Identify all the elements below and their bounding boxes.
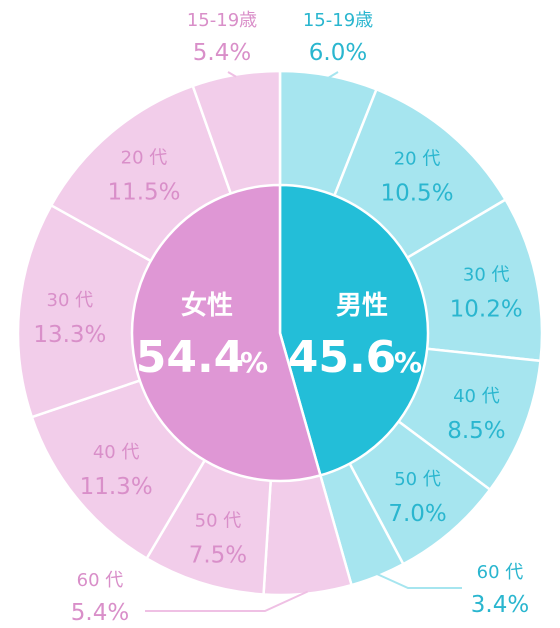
inner-male-name: 男性 [336, 291, 388, 321]
outer-label-female-15-value: 5.4% [193, 40, 251, 66]
outer-label-female-40-category: 40 代 [93, 442, 140, 463]
outer-label-male-15-value: 6.0% [309, 40, 367, 66]
outer-label-male-60-value: 3.4% [471, 592, 529, 618]
inner-pie [130, 183, 430, 483]
leader-line-male-15 [328, 71, 339, 79]
outer-label-female-60-category: 60 代 [77, 570, 124, 591]
outer-label-male-20-value: 10.5% [380, 181, 453, 207]
inner-slice-male [278, 183, 430, 477]
leader-line-female-15 [227, 71, 237, 78]
outer-label-male-30-value: 10.2% [450, 296, 523, 322]
outer-label-female-20-category: 20 代 [121, 148, 168, 169]
leader-line-male-60 [376, 573, 462, 589]
outer-label-female-20-value: 11.5% [107, 180, 180, 206]
leader-lines [145, 71, 462, 612]
outer-label-male-60-category: 60 代 [477, 562, 524, 583]
inner-female-value: 54.4 [136, 332, 245, 383]
leader-line-female-60 [145, 590, 309, 612]
outer-label-male-40-category: 40 代 [453, 386, 500, 407]
inner-female-name: 女性 [181, 290, 233, 321]
inner-female-unit: % [240, 346, 268, 379]
inner-male-value: 45.6 [288, 332, 397, 383]
outer-label-male-40-value: 8.5% [447, 418, 505, 444]
outer-label-female-60-value: 5.4% [71, 600, 129, 626]
outer-label-male-50-value: 7.0% [388, 501, 446, 527]
inner-male-unit: % [394, 346, 422, 379]
outer-label-female-50-category: 50 代 [195, 511, 242, 532]
outer-label-female-30-value: 13.3% [33, 322, 106, 348]
outer-label-male-30-category: 30 代 [463, 264, 510, 285]
outer-label-female-40-value: 11.3% [80, 474, 153, 500]
outer-label-female-50-value: 7.5% [189, 543, 247, 569]
outer-label-male-50-category: 50 代 [394, 469, 441, 490]
inner-slice-female [130, 183, 322, 483]
outer-label-female-30-category: 30 代 [47, 290, 94, 311]
outer-label-male-15-category: 15-19歳 [303, 10, 373, 31]
outer-label-female-15-category: 15-19歳 [187, 10, 257, 31]
outer-label-male-20-category: 20 代 [394, 149, 441, 170]
